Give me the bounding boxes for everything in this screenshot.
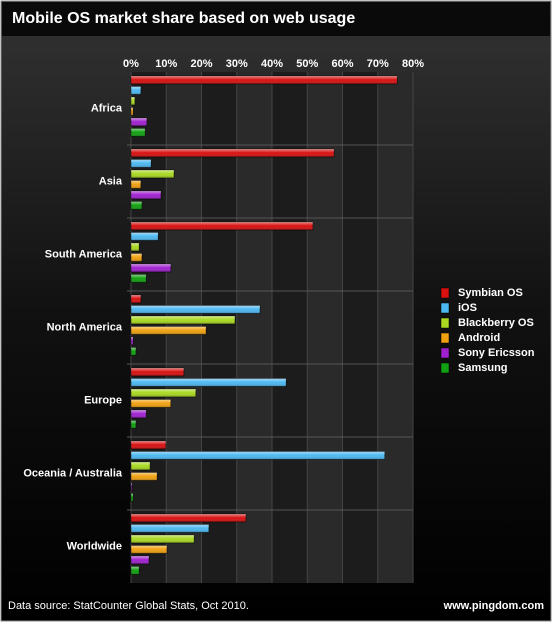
bar-shine — [131, 128, 146, 137]
bar-shine — [131, 232, 159, 241]
bar-shine — [131, 483, 133, 491]
bar-shine — [131, 451, 385, 460]
plot-stripe — [307, 72, 343, 583]
bar-shine — [131, 493, 134, 502]
bar-shine — [131, 305, 261, 314]
bar-shine — [131, 201, 142, 210]
bar-shine — [131, 399, 171, 408]
legend-swatch — [440, 332, 450, 344]
legend-label: Samsung — [458, 362, 508, 374]
bar-shine — [131, 368, 184, 376]
credit: www.pingdom.com — [443, 600, 545, 612]
x-tick-label: 0% — [123, 58, 139, 70]
bar-shine — [131, 253, 142, 262]
bar-shine — [131, 170, 175, 178]
bar-shine — [131, 180, 141, 189]
bar-shine — [131, 118, 147, 126]
bar-shine — [131, 316, 235, 324]
bar-shine — [131, 97, 135, 105]
bar-shine — [131, 545, 167, 554]
bar-shine — [131, 378, 287, 387]
x-tick-label: 40% — [261, 58, 283, 70]
bar-shine — [131, 243, 140, 251]
plot-stripe — [342, 72, 378, 583]
bar-shine — [131, 107, 134, 116]
legend-label: Android — [458, 332, 500, 344]
bar-shine — [131, 556, 149, 564]
bar-shine — [131, 535, 195, 543]
bar-shine — [131, 566, 140, 575]
legend-swatch — [440, 347, 450, 359]
bar-shine — [131, 337, 134, 345]
bar-shine — [131, 420, 136, 429]
y-tick-label: South America — [45, 248, 123, 260]
plot-stripe — [377, 72, 413, 583]
legend-label: Sony Ericsson — [458, 347, 535, 359]
y-tick-label: Worldwide — [67, 540, 122, 552]
bar-shine — [131, 326, 207, 335]
bar-shine — [131, 222, 313, 230]
plot-stripe — [236, 72, 272, 583]
legend-label: Blackberry OS — [458, 317, 534, 329]
title-bar — [2, 2, 550, 36]
x-tick-label: 20% — [190, 58, 212, 70]
x-tick-label: 30% — [226, 58, 248, 70]
x-tick-label: 60% — [331, 58, 353, 70]
bar-shine — [131, 264, 171, 272]
x-tick-label: 10% — [155, 58, 177, 70]
legend-swatch — [440, 302, 450, 314]
bar-shine — [131, 295, 141, 303]
bar-shine — [131, 524, 209, 533]
legend-label: iOS — [458, 302, 477, 314]
y-tick-label: Asia — [99, 175, 123, 187]
y-tick-label: Europe — [84, 394, 122, 406]
legend-swatch — [440, 362, 450, 374]
bar-shine — [131, 389, 196, 397]
y-tick-label: Oceania / Australia — [23, 467, 123, 479]
legend-swatch — [440, 287, 450, 299]
bar-shine — [131, 472, 158, 481]
bar-shine — [131, 514, 246, 522]
bar-shine — [131, 191, 161, 199]
bar-shine — [131, 86, 141, 95]
bar-shine — [131, 462, 151, 470]
y-tick-label: Africa — [91, 102, 123, 114]
bar-shine — [131, 347, 136, 356]
bar-shine — [131, 76, 398, 84]
bar-shine — [131, 410, 147, 418]
legend-label: Symbian OS — [458, 287, 523, 299]
y-tick-label: North America — [47, 321, 123, 333]
bar-shine — [131, 441, 166, 449]
x-tick-label: 50% — [296, 58, 318, 70]
x-tick-label: 70% — [367, 58, 389, 70]
plot-stripe — [272, 72, 308, 583]
bar-shine — [131, 159, 152, 168]
source-note: Data source: StatCounter Global Stats, O… — [8, 600, 249, 612]
legend-swatch — [440, 317, 450, 329]
chart-title: Mobile OS market share based on web usag… — [12, 10, 355, 27]
x-tick-label: 80% — [402, 58, 424, 70]
bar-shine — [131, 274, 147, 283]
bar-shine — [131, 149, 335, 157]
plot-stripe — [201, 72, 237, 583]
